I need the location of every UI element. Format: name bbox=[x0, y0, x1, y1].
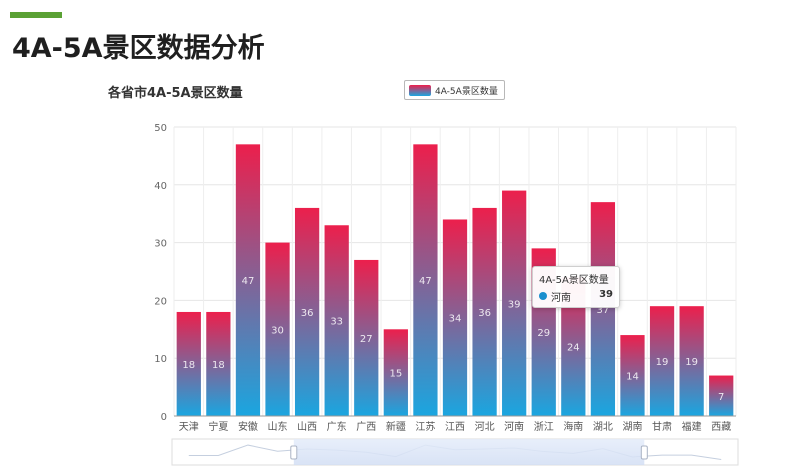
bar bbox=[679, 306, 704, 416]
bar-data-label: 34 bbox=[449, 314, 462, 325]
bar-data-label: 24 bbox=[567, 343, 580, 354]
x-tick-label: 山西 bbox=[297, 421, 317, 433]
data-zoom-handle[interactable] bbox=[640, 445, 648, 460]
bar bbox=[235, 144, 261, 416]
bar bbox=[265, 242, 290, 416]
x-tick-label: 浙江 bbox=[534, 421, 554, 433]
bar bbox=[442, 219, 468, 416]
bar-data-label: 29 bbox=[537, 328, 550, 339]
title-accent-bar bbox=[10, 12, 62, 18]
bar bbox=[649, 306, 675, 416]
tooltip-title: 4A-5A景区数量 bbox=[539, 275, 609, 286]
bar bbox=[324, 225, 349, 416]
y-tick-label: 20 bbox=[154, 296, 167, 307]
bar bbox=[502, 190, 527, 416]
bar bbox=[383, 329, 408, 416]
y-tick-label: 50 bbox=[154, 123, 167, 134]
tooltip: 4A-5A景区数量 河南 39 bbox=[532, 266, 620, 308]
x-tick-label: 甘肃 bbox=[652, 420, 672, 433]
data-zoom-selection bbox=[293, 439, 645, 465]
tooltip-value: 39 bbox=[599, 289, 613, 300]
bar bbox=[472, 207, 497, 416]
bar-data-label: 30 bbox=[271, 325, 284, 336]
bar bbox=[709, 375, 734, 416]
y-tick-label: 30 bbox=[154, 239, 167, 250]
bar-data-label: 36 bbox=[478, 308, 491, 319]
bar-data-label: 19 bbox=[656, 357, 669, 368]
page-title: 4A-5A景区数据分析 bbox=[12, 33, 265, 64]
bar bbox=[413, 144, 438, 416]
bar bbox=[354, 259, 379, 416]
bar bbox=[176, 311, 201, 416]
x-tick-label: 湖北 bbox=[593, 421, 613, 433]
bar-data-label: 47 bbox=[242, 276, 255, 287]
x-tick-label: 安徽 bbox=[238, 420, 258, 433]
legend-label: 4A-5A景区数量 bbox=[435, 86, 498, 97]
legend-swatch bbox=[409, 84, 431, 96]
bar-data-label: 18 bbox=[182, 360, 195, 371]
bar-data-label: 36 bbox=[301, 308, 314, 319]
x-tick-label: 广西 bbox=[356, 421, 376, 433]
chart-title: 各省市4A-5A景区数量 bbox=[108, 86, 243, 101]
bar-data-label: 47 bbox=[419, 276, 432, 287]
tooltip-series-dot bbox=[539, 292, 547, 300]
bar-data-label: 14 bbox=[626, 372, 639, 383]
bar bbox=[590, 202, 616, 416]
x-tick-label: 河南 bbox=[504, 420, 524, 433]
y-tick-label: 0 bbox=[161, 412, 167, 423]
bar bbox=[620, 335, 645, 416]
bar bbox=[294, 207, 320, 416]
x-tick-label: 宁夏 bbox=[208, 420, 228, 433]
x-tick-label: 广东 bbox=[327, 420, 347, 433]
y-tick-label: 40 bbox=[154, 181, 167, 192]
x-tick-label: 山东 bbox=[268, 420, 288, 433]
x-tick-label: 天津 bbox=[179, 421, 199, 433]
x-tick-label: 湖南 bbox=[622, 420, 642, 433]
bar-data-label: 27 bbox=[360, 334, 373, 345]
data-zoom-handle[interactable] bbox=[290, 445, 298, 460]
x-tick-label: 新疆 bbox=[386, 420, 406, 433]
x-tick-label: 海南 bbox=[563, 420, 583, 433]
bar-data-label: 19 bbox=[685, 357, 698, 368]
y-tick-label: 10 bbox=[154, 354, 167, 365]
x-tick-label: 江苏 bbox=[415, 420, 435, 433]
legend-item[interactable]: 4A-5A景区数量 bbox=[404, 80, 505, 100]
bar-data-label: 15 bbox=[389, 369, 402, 380]
bar-data-label: 37 bbox=[597, 305, 610, 316]
bar-data-label: 39 bbox=[508, 299, 521, 310]
bar bbox=[206, 311, 231, 416]
bar-data-label: 18 bbox=[212, 360, 225, 371]
x-tick-label: 福建 bbox=[682, 420, 702, 433]
bar-data-label: 33 bbox=[330, 317, 343, 328]
bar-data-label: 7 bbox=[718, 392, 724, 403]
x-tick-label: 江西 bbox=[445, 421, 465, 433]
x-tick-label: 西藏 bbox=[711, 421, 731, 433]
x-tick-label: 河北 bbox=[475, 421, 495, 433]
tooltip-name: 河南 bbox=[551, 293, 571, 304]
